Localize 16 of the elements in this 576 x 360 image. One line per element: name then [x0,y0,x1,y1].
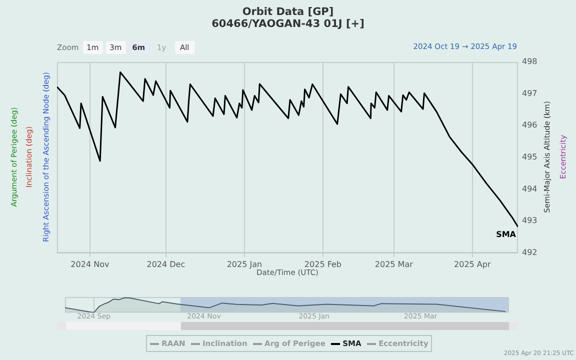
y-tick-label: 498 [522,57,538,66]
y-tick-label: 495 [522,152,538,162]
x-tick-label: 2025 Mar [374,260,414,269]
chart-title: Orbit Data [GP] [241,6,335,18]
text: SMA [496,230,516,239]
x-tick-label: 2025 Apr [454,260,492,269]
x-tick-label: 2024 Nov [70,260,110,269]
chart-subtitle: 60466/YAOGAN-43 01J [+] [210,18,366,30]
y-tick-label: 497 [522,88,538,98]
y-tick-label: 496 [522,120,538,130]
y-tick-label: 492 [522,248,538,258]
x-tick-label: 2025 Jan [226,260,262,269]
y-tick-label: 493 [522,216,538,226]
x-tick-label: 2025 Feb [304,260,342,269]
x-tick-label: 2024 Dec [146,260,186,269]
y-tick-label: 494 [522,184,538,194]
